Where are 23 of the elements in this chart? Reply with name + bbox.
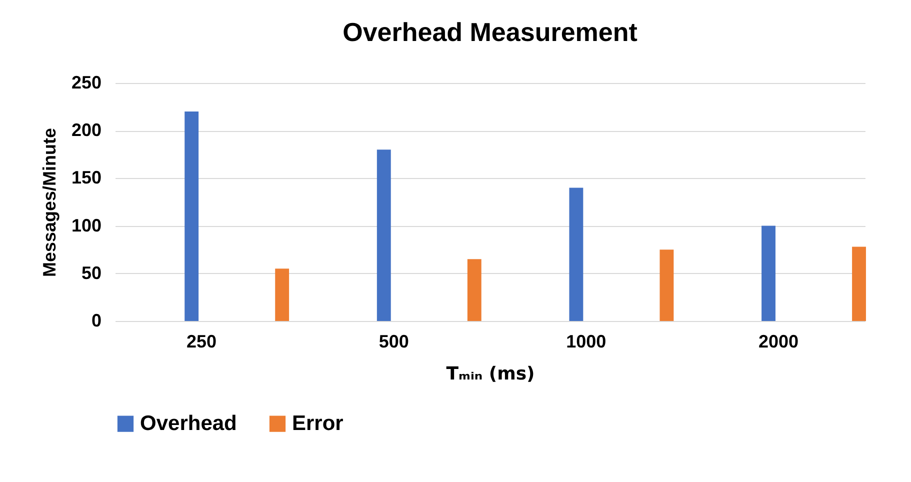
y-axis-title: Messages/Minute	[39, 128, 60, 278]
x-tick-label: 250	[186, 332, 217, 352]
legend-label: Overhead	[140, 412, 237, 435]
bar	[467, 259, 482, 321]
bar	[275, 268, 290, 321]
chart-title: Overhead Measurement	[342, 17, 638, 47]
y-tick-label: 150	[71, 168, 102, 188]
y-tick-label: 250	[71, 72, 102, 92]
legend-label: Error	[292, 412, 344, 435]
y-tick-label: 200	[71, 120, 102, 140]
y-tick-label: 0	[91, 310, 102, 330]
x-tick-label: 2000	[758, 332, 798, 352]
x-tick-label: 1000	[566, 332, 606, 352]
bar	[184, 112, 199, 321]
y-tick-label: 100	[71, 215, 102, 236]
x-axis-title: Tₘᵢₙ (ms)	[446, 364, 535, 384]
bar	[569, 188, 584, 321]
bar	[852, 246, 866, 321]
y-tick-label: 50	[81, 262, 102, 283]
bar	[762, 226, 776, 321]
bar	[660, 250, 674, 321]
x-tick-label: 500	[378, 332, 409, 352]
bar	[376, 150, 391, 321]
